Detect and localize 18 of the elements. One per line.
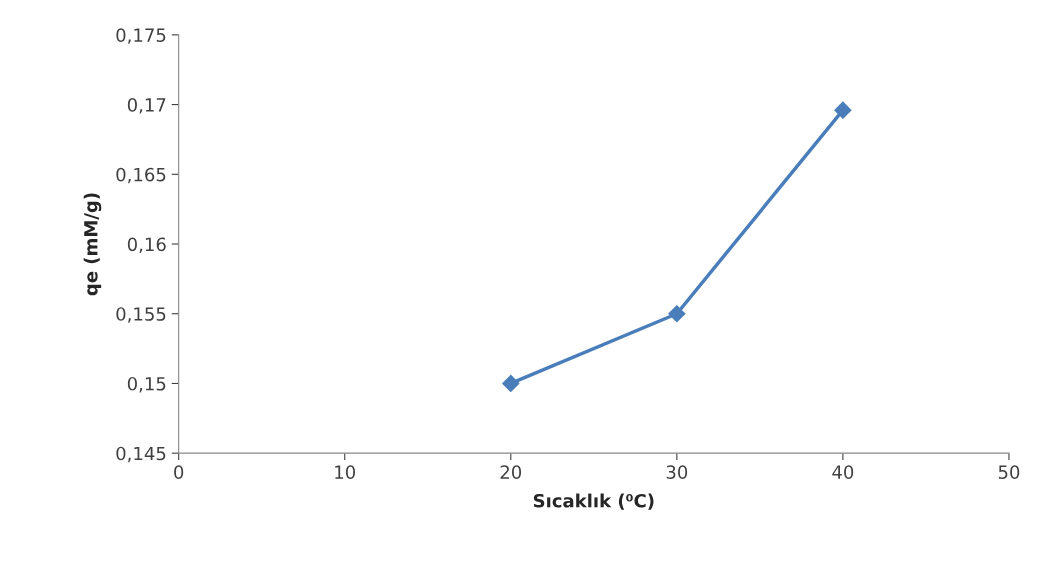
y-tick-label: 0,155 (116, 307, 166, 323)
x-axis-title: Sıcaklık (⁰C) (533, 493, 654, 510)
y-tick-label: 0,175 (116, 28, 166, 44)
y-tick-label: 0,16 (127, 237, 166, 253)
y-tick-label: 0,17 (127, 98, 166, 114)
y-tick-label: 0,145 (116, 446, 166, 463)
x-tick-label: 10 (335, 465, 356, 479)
x-tick-label: 30 (666, 465, 688, 479)
x-tick-label: 20 (500, 465, 522, 479)
x-tick-label: 40 (832, 465, 854, 479)
y-tick-label: 0,15 (127, 376, 166, 393)
x-tick-label: 0 (174, 465, 184, 479)
y-axis-title: qe (mM/g) (83, 193, 102, 296)
x-tick-label: 50 (998, 465, 1020, 479)
point (668, 304, 686, 323)
point (501, 374, 520, 393)
point (834, 101, 852, 119)
y-tick-label: 0,165 (116, 167, 166, 184)
